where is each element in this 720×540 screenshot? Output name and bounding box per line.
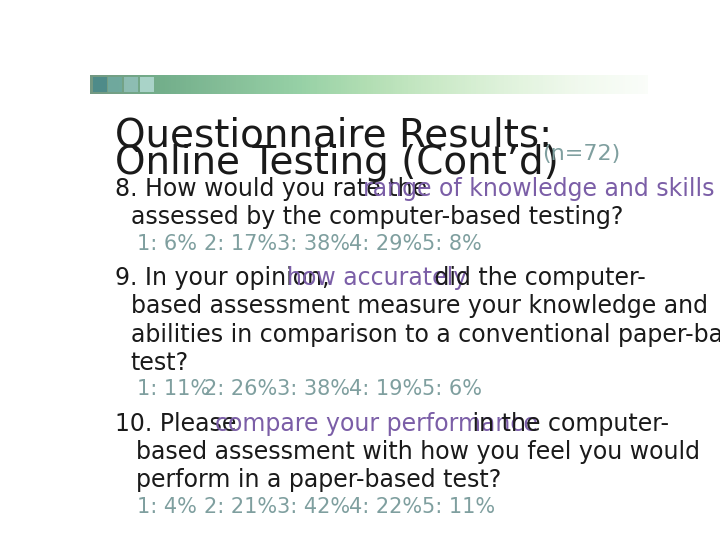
Text: based assessment with how you feel you would: based assessment with how you feel you w… (136, 440, 701, 464)
FancyBboxPatch shape (109, 77, 122, 92)
Text: did the computer-: did the computer- (427, 266, 646, 290)
Text: 5: 11%: 5: 11% (422, 497, 495, 517)
Text: 5: 6%: 5: 6% (422, 379, 482, 399)
Text: 2: 26%: 2: 26% (204, 379, 278, 399)
Text: range of knowledge and skills: range of knowledge and skills (363, 177, 714, 201)
Text: 4: 22%: 4: 22% (349, 497, 423, 517)
Text: 1: 6%: 1: 6% (138, 234, 197, 254)
Text: test?: test? (131, 351, 189, 375)
Text: 10. Please: 10. Please (115, 411, 244, 436)
Text: 5: 8%: 5: 8% (422, 234, 482, 254)
Text: assessed by the computer-based testing?: assessed by the computer-based testing? (131, 205, 623, 229)
Text: 2: 21%: 2: 21% (204, 497, 277, 517)
Text: abilities in comparison to a conventional paper-based: abilities in comparison to a conventiona… (131, 323, 720, 347)
Text: (n=72): (n=72) (542, 144, 620, 164)
Text: 4: 19%: 4: 19% (349, 379, 423, 399)
Text: 1: 4%: 1: 4% (138, 497, 197, 517)
Text: 3: 38%: 3: 38% (277, 379, 350, 399)
Text: Questionnaire Results:: Questionnaire Results: (115, 117, 552, 155)
Text: 3: 38%: 3: 38% (277, 234, 350, 254)
Text: 2: 17%: 2: 17% (204, 234, 277, 254)
FancyBboxPatch shape (93, 77, 107, 92)
Text: 9. In your opinion,: 9. In your opinion, (115, 266, 337, 290)
FancyBboxPatch shape (124, 77, 138, 92)
Text: compare your performance: compare your performance (215, 411, 538, 436)
Text: based assessment measure your knowledge and: based assessment measure your knowledge … (131, 294, 708, 319)
Text: perform in a paper-based test?: perform in a paper-based test? (136, 468, 502, 492)
Text: 3: 42%: 3: 42% (277, 497, 350, 517)
FancyBboxPatch shape (140, 77, 153, 92)
Text: 8. How would you rate the: 8. How would you rate the (115, 177, 435, 201)
Text: 1: 11%: 1: 11% (138, 379, 210, 399)
Text: in the computer-: in the computer- (465, 411, 669, 436)
Text: Online Testing (Cont’d): Online Testing (Cont’d) (115, 144, 559, 182)
Text: how accurately: how accurately (287, 266, 467, 290)
Text: 4: 29%: 4: 29% (349, 234, 423, 254)
